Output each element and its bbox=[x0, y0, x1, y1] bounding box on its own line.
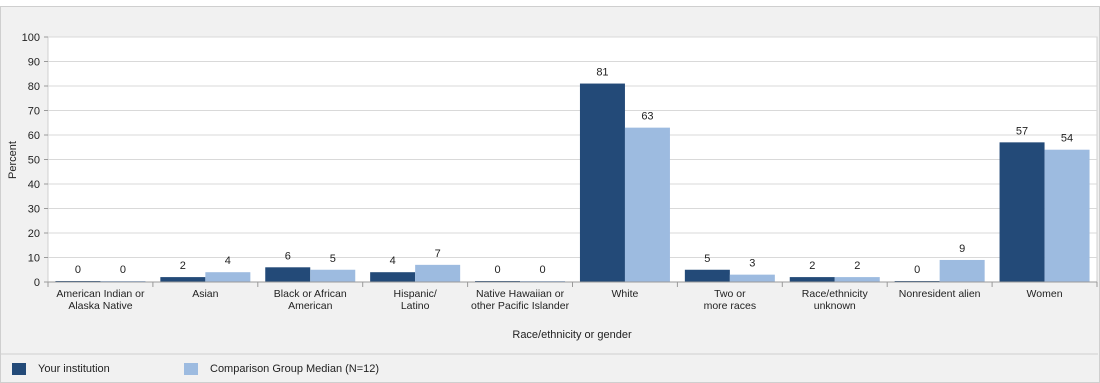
legend-swatch-your-institution bbox=[12, 363, 26, 375]
y-tick-label: 90 bbox=[28, 57, 40, 69]
data-label: 7 bbox=[435, 248, 441, 260]
x-tick-label: Black or African bbox=[274, 288, 347, 300]
data-label: 9 bbox=[959, 243, 965, 255]
x-tick-label: Two or bbox=[714, 288, 746, 300]
bar-your-institution bbox=[160, 277, 206, 282]
data-label: 63 bbox=[641, 111, 653, 123]
bar-comparison-group bbox=[205, 272, 251, 282]
legend-item-your-institution: Your institution bbox=[12, 362, 110, 376]
y-axis-title: Percent bbox=[7, 141, 19, 179]
x-tick-label: Nonresident alien bbox=[899, 288, 981, 300]
legend-label-your-institution: Your institution bbox=[38, 363, 110, 375]
bar-comparison-group bbox=[729, 274, 775, 282]
x-tick-label: Women bbox=[1027, 288, 1063, 300]
y-tick-label: 40 bbox=[28, 179, 40, 191]
y-tick-label: 0 bbox=[34, 277, 40, 289]
data-label: 54 bbox=[1061, 133, 1073, 145]
x-tick-label: Latino bbox=[401, 300, 430, 312]
data-label: 0 bbox=[120, 264, 126, 276]
data-label: 57 bbox=[1016, 125, 1028, 137]
y-tick-label: 70 bbox=[28, 106, 40, 118]
data-label: 2 bbox=[854, 260, 860, 272]
x-tick-label: Race/ethnicity bbox=[802, 288, 869, 300]
data-label: 6 bbox=[285, 250, 291, 262]
bar-comparison-group bbox=[834, 277, 880, 282]
data-label: 0 bbox=[914, 264, 920, 276]
x-tick-label: other Pacific Islander bbox=[471, 300, 570, 312]
y-tick-label: 100 bbox=[22, 32, 40, 44]
data-label: 2 bbox=[180, 260, 186, 272]
data-label: 4 bbox=[390, 255, 396, 267]
x-tick-label: Alaska Native bbox=[68, 300, 132, 312]
gridlines bbox=[44, 36, 1097, 283]
y-tick-label: 50 bbox=[28, 155, 40, 167]
data-label: 81 bbox=[596, 67, 608, 79]
data-label: 5 bbox=[704, 253, 710, 265]
data-label: 5 bbox=[330, 253, 336, 265]
y-tick-label: 60 bbox=[28, 130, 40, 142]
y-tick-label: 30 bbox=[28, 204, 40, 216]
bar-your-institution bbox=[789, 277, 835, 282]
y-tick-label: 10 bbox=[28, 253, 40, 265]
x-tick-label: more races bbox=[704, 300, 757, 312]
x-tick-label: Asian bbox=[192, 288, 218, 300]
x-axis-title: Race/ethnicity or gender bbox=[512, 329, 632, 341]
data-label: 3 bbox=[749, 258, 755, 270]
bar-comparison-group bbox=[415, 264, 461, 282]
y-tick-label: 20 bbox=[28, 228, 40, 240]
data-label: 2 bbox=[809, 260, 815, 272]
data-label: 4 bbox=[225, 255, 231, 267]
bar-your-institution bbox=[999, 142, 1045, 282]
bar-comparison-group bbox=[939, 259, 985, 282]
bar-your-institution bbox=[265, 267, 311, 282]
data-label: 0 bbox=[539, 264, 545, 276]
data-label: 0 bbox=[494, 264, 500, 276]
x-tick-label: White bbox=[612, 288, 639, 300]
y-tick-label: 80 bbox=[28, 81, 40, 93]
bar-comparison-group bbox=[624, 127, 670, 283]
legend-label-comparison-group: Comparison Group Median (N=12) bbox=[210, 363, 380, 375]
bar-your-institution bbox=[684, 269, 730, 282]
bar-comparison-group bbox=[310, 269, 356, 282]
legend-item-comparison-group: Comparison Group Median (N=12) bbox=[184, 362, 379, 376]
bar-comparison-group bbox=[1044, 149, 1090, 282]
y-axis: 0 10 20 30 40 50 60 70 80 90 100 bbox=[22, 32, 40, 289]
legend-swatch-comparison-group bbox=[184, 363, 198, 375]
bar-your-institution bbox=[579, 83, 625, 282]
x-tick-label: American bbox=[288, 300, 333, 312]
bar-your-institution bbox=[370, 272, 416, 282]
data-label: 0 bbox=[75, 264, 81, 276]
x-tick-label: unknown bbox=[814, 300, 856, 312]
x-tick-label: American Indian or bbox=[56, 288, 145, 300]
x-tick-label: Native Hawaiian or bbox=[476, 288, 565, 300]
x-tick-label: Hispanic/ bbox=[394, 288, 437, 300]
